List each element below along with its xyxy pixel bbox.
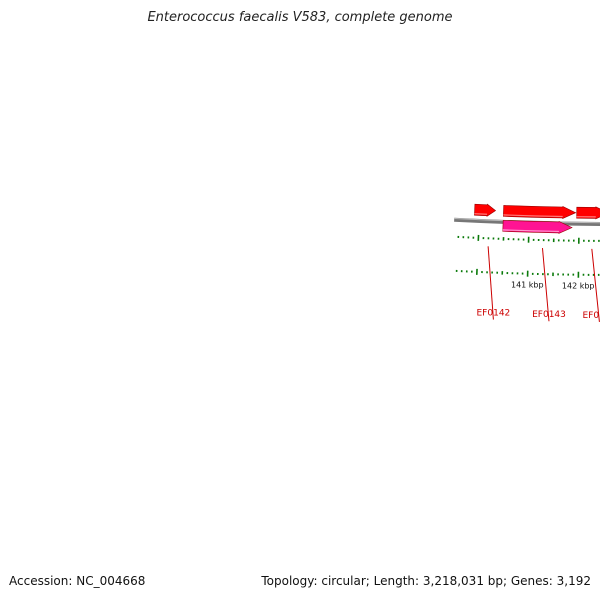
- gene-arrow-gene-partial-left[interactable]: [474, 203, 497, 217]
- gene-label-leader: [591, 248, 600, 322]
- gene-label[interactable]: EF0143: [532, 310, 566, 320]
- gene-arrow-EF0144-cds[interactable]: [576, 206, 600, 220]
- gene-layer: [474, 203, 600, 234]
- gene-arrow-sheen: [502, 229, 559, 233]
- gene-label[interactable]: EF0144: [583, 311, 600, 321]
- genome-backbone-highlight: [454, 218, 600, 224]
- map-title: Enterococcus faecalis V583, complete gen…: [147, 10, 453, 25]
- gene-arrow-sheen: [474, 213, 488, 215]
- genome-backbone: [454, 217, 600, 226]
- kbp-tick-label: 142 kbp: [562, 282, 595, 291]
- inner-tick-ring: [455, 268, 600, 278]
- gene-arrow-sheen: [503, 214, 563, 218]
- gene-label-layer: EF0142EF0143EF0144EF0145EF0146EF0147: [477, 246, 600, 322]
- gene-label[interactable]: EF0142: [477, 309, 511, 319]
- backbone-layer: [454, 217, 600, 226]
- kbp-tick-label: 141 kbp: [511, 281, 544, 290]
- gene-label-leader: [487, 246, 494, 320]
- gene-label-leader: [541, 248, 550, 322]
- accession-text: Accession: NC_004668: [9, 574, 146, 588]
- genome-summary: Topology: circular; Length: 3,218,031 bp…: [261, 574, 591, 588]
- outer-tick-ring: [457, 234, 600, 244]
